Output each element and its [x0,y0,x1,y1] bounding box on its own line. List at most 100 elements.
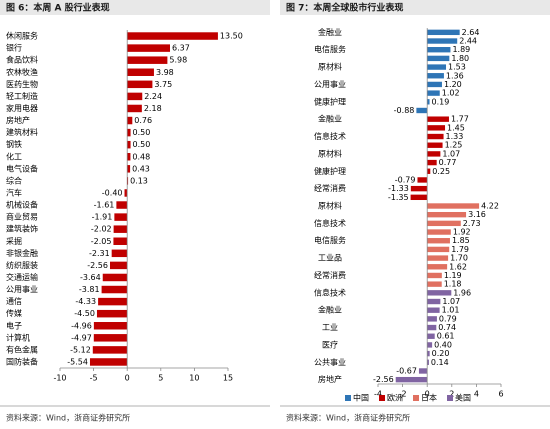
bar [427,316,437,322]
value-label: 1.02 [442,89,460,98]
bar [427,298,441,305]
category-label: 原材料 [318,62,342,72]
value-label: -1.33 [388,184,409,193]
bar [427,255,449,261]
category-label: 计算机 [6,332,30,342]
legend-swatch [379,395,385,401]
bar [427,81,442,88]
bar [427,290,452,296]
value-label: 0.77 [439,158,457,167]
bar [417,177,428,183]
bar [98,297,128,306]
value-label: 2.24 [144,92,162,101]
value-label: 1.77 [451,115,469,124]
value-label: 0.50 [133,128,151,137]
legend-swatch [345,395,351,401]
value-label: 0.50 [133,140,151,149]
bar [127,165,131,173]
value-label: -3.81 [79,285,100,294]
bar [427,38,458,44]
category-label: 纺织服装 [6,260,38,270]
category-label: 非银金融 [6,248,38,258]
value-label: -4.33 [75,297,96,306]
category-label: 通信 [6,296,22,306]
value-label: 1.92 [453,228,471,237]
bar [427,125,446,131]
value-label: -2.31 [89,249,110,258]
category-label: 电子 [6,320,22,330]
category-label: 信息技术 [314,218,346,228]
bar [427,142,443,148]
category-label: 电信服务 [314,235,346,245]
category-label: 房地产 [6,115,30,125]
value-label: -5.12 [70,345,91,354]
bar [111,249,128,258]
bar [109,261,128,270]
bar [127,116,133,125]
value-label: -0.40 [102,188,123,197]
category-label: 采掘 [6,236,22,246]
bar [127,56,168,64]
category-label: 银行 [6,43,22,53]
category-label: 机械设备 [6,200,38,210]
bar [427,116,449,122]
x-tick-label: 4 [474,390,479,399]
category-label: 交通运输 [6,272,38,282]
category-label: 金融业 [318,114,342,124]
bar [127,104,142,113]
value-label: 1.80 [451,54,469,63]
x-tick-label: -5 [90,374,98,383]
value-label: -4.97 [71,333,92,342]
value-label: 1.18 [444,280,462,289]
value-label: 2.44 [459,37,477,46]
category-label: 综合 [6,175,22,185]
x-tick-label: -10 [53,374,66,383]
category-label: 化工 [6,151,22,161]
value-label: 1.53 [448,63,466,72]
bar [410,194,428,201]
bar [427,168,431,174]
value-label: 0.25 [432,167,450,176]
category-label: 汽车 [6,187,22,197]
category-label: 公用事业 [314,79,346,89]
bar [127,140,131,149]
value-label: 0.40 [434,340,452,349]
value-label: 0.20 [432,349,450,358]
value-label: 0.13 [130,176,148,185]
bar [113,225,128,233]
bar [427,229,451,235]
legend-label: 欧洲 [387,393,403,403]
bar [127,92,143,101]
title-band [280,0,550,15]
category-label: 原材料 [318,148,342,158]
bar [127,44,171,52]
x-tick-label: 10 [189,374,199,383]
category-label: 钢铁 [6,139,22,149]
legend-label: 中国 [353,393,369,403]
value-label: 2.73 [463,219,481,228]
bar [427,333,435,339]
category-label: 信息技术 [314,287,346,297]
x-tick-label: 15 [223,374,233,383]
value-label: 1.19 [444,271,462,280]
value-label: 0.76 [134,116,152,125]
bar [427,99,430,105]
bar [427,324,437,331]
bar [427,307,440,313]
value-label: 1.33 [446,132,464,141]
category-label: 经常消费 [314,270,346,280]
title-band [0,0,270,15]
bar [96,309,128,318]
value-label: -1.91 [92,213,113,222]
bar [427,246,450,253]
bar [427,238,450,244]
value-label: -0.79 [395,175,416,184]
bar [427,73,444,79]
value-label: 1.96 [453,288,471,297]
value-label: 1.20 [444,80,462,89]
category-label: 健康护理 [314,166,346,176]
bar [113,237,128,245]
value-label: 1.62 [449,262,467,271]
value-label: -2.05 [91,237,112,246]
category-label: 建筑材料 [6,127,38,137]
